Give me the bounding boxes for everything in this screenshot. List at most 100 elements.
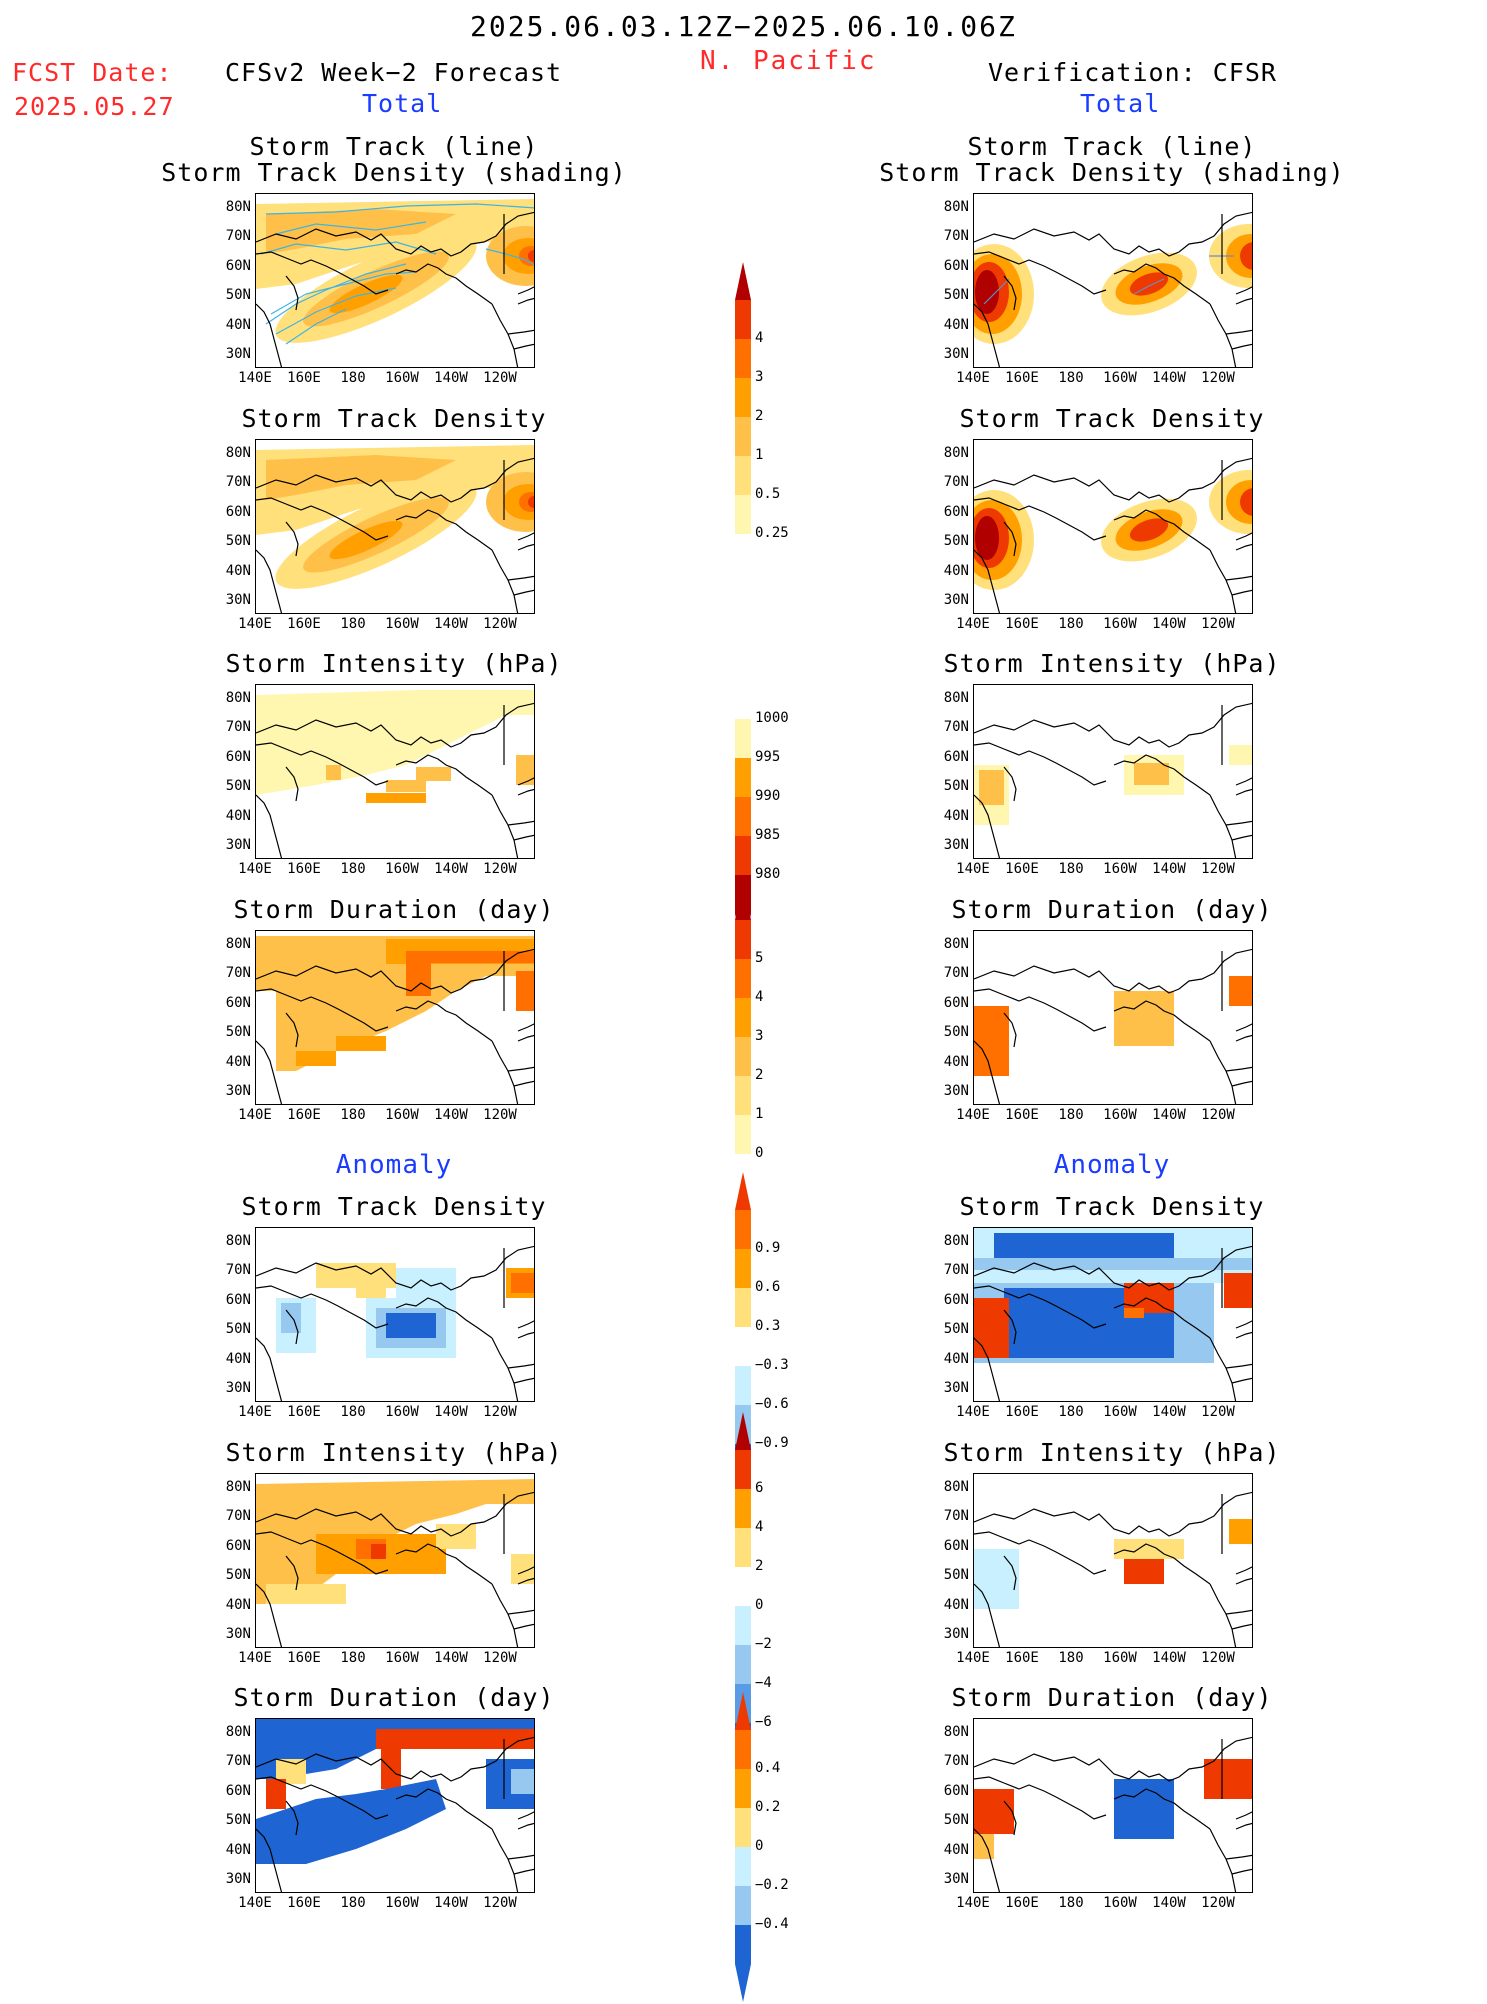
colorbar-label: 1000	[755, 710, 789, 726]
y-tick-label: 70N	[943, 965, 969, 982]
shading-block	[356, 1278, 386, 1298]
coastline	[974, 988, 1107, 1032]
x-tick-label: 120W	[483, 616, 517, 632]
x-tick-label: 120W	[1201, 1895, 1235, 1911]
coastline	[256, 1040, 283, 1104]
colorbar-swatch	[735, 1528, 751, 1567]
right-anomaly-label: Anomaly	[1053, 1150, 1171, 1180]
coastline	[974, 742, 1107, 786]
x-tick-label: 180	[1058, 1895, 1084, 1911]
left-p1-title-b: Storm Track Density (shading)	[161, 158, 627, 187]
y-tick-label: 80N	[943, 690, 969, 706]
y-tick-label: 60N	[225, 1537, 251, 1554]
x-tick-label: 140W	[434, 370, 468, 386]
y-tick-label: 30N	[225, 1871, 251, 1887]
shading-block	[511, 1769, 534, 1794]
coastline	[974, 1285, 1107, 1329]
colorbar-swatch	[735, 417, 751, 456]
storm-track-line	[265, 203, 534, 215]
y-tick-label: 70N	[943, 719, 969, 736]
x-tick-label: 140W	[1152, 1650, 1186, 1666]
coastline	[1225, 329, 1252, 335]
coastline	[1113, 1297, 1211, 1339]
y-tick-label: 70N	[225, 1262, 251, 1279]
colorbar-swatch	[735, 300, 751, 339]
coastline	[1235, 1822, 1252, 1830]
x-tick-label: 160E	[1005, 1650, 1039, 1666]
coastline	[507, 329, 534, 335]
colorbar-label: 1	[755, 447, 764, 463]
colorbar-swatch	[735, 1606, 751, 1645]
coastline	[1235, 532, 1252, 541]
y-tick-label: 60N	[225, 994, 251, 1011]
x-tick-label: 140W	[434, 1650, 468, 1666]
colorbar-swatch	[735, 1115, 751, 1154]
colorbar-label: 2	[755, 1558, 764, 1574]
coastline	[1209, 794, 1237, 858]
coastline	[256, 702, 534, 748]
coastline	[1225, 1066, 1252, 1072]
left-p5-title: Storm Track Density	[241, 1192, 547, 1221]
coastline	[1225, 1363, 1252, 1369]
right-p7-title: Storm Duration (day)	[951, 1683, 1273, 1712]
colorbar-swatch	[735, 680, 751, 719]
x-tick-label: 140W	[1152, 616, 1186, 632]
coastline	[974, 303, 1001, 367]
colorbar-label: −0.4	[755, 1916, 789, 1932]
coastline	[256, 742, 389, 786]
coastline	[1231, 1868, 1252, 1875]
y-tick-label: 80N	[943, 1724, 969, 1740]
colorbar-swatch	[735, 1210, 751, 1249]
y-tick-label: 30N	[943, 1871, 969, 1887]
colorbar-label: −4	[755, 1675, 772, 1691]
x-tick-label: 140E	[238, 1404, 272, 1420]
coastline	[1225, 1854, 1252, 1860]
colorbar-label: 0	[755, 1145, 764, 1161]
y-tick-label: 50N	[943, 287, 969, 304]
shading-block	[436, 1524, 476, 1549]
shading-area	[528, 496, 534, 508]
map-panel-r1	[973, 193, 1253, 368]
y-tick-label: 70N	[943, 1262, 969, 1279]
shading-block	[281, 1303, 301, 1333]
colorbar-label: 4	[755, 1519, 764, 1535]
right-p4-title: Storm Duration (day)	[951, 895, 1273, 924]
y-tick-label: 70N	[225, 965, 251, 982]
colorbar-swatch	[735, 959, 751, 998]
x-tick-label: 140W	[434, 1107, 468, 1123]
shading-block	[386, 780, 426, 792]
colorbar-label: 1	[755, 1106, 764, 1122]
storm-track-line	[1133, 278, 1165, 295]
x-tick-label: 160E	[287, 1107, 321, 1123]
coastline	[974, 1736, 1252, 1782]
x-tick-label: 160W	[385, 370, 419, 386]
coastline	[256, 497, 389, 541]
x-tick-label: 120W	[483, 1650, 517, 1666]
y-tick-label: 30N	[225, 1626, 251, 1642]
coastline	[517, 1023, 534, 1032]
coastline	[395, 754, 493, 796]
x-tick-label: 160W	[385, 1895, 419, 1911]
colorbar-density-total	[735, 262, 751, 611]
coastline	[517, 286, 534, 295]
coastline	[395, 509, 493, 551]
colorbar-label: 2	[755, 1067, 764, 1083]
y-tick-label: 80N	[225, 445, 251, 461]
coastline	[1003, 1555, 1017, 1591]
storm-track-line	[270, 271, 417, 315]
colorbar-label: 4	[755, 989, 764, 1005]
fcst-date-label: FCST Date:	[12, 58, 173, 87]
left-p1-title-a: Storm Track (line)	[249, 132, 539, 161]
coastline	[1235, 777, 1252, 786]
coastline	[1003, 1800, 1017, 1836]
coastline	[285, 275, 299, 311]
coastline	[256, 1337, 283, 1401]
map-panel-r2	[973, 439, 1253, 614]
coastline	[974, 1583, 1001, 1647]
shading-area	[528, 250, 534, 262]
coastline	[517, 1034, 534, 1042]
shading-block	[979, 770, 1004, 805]
shading-block	[406, 951, 534, 963]
y-tick-label: 30N	[943, 837, 969, 853]
y-tick-label: 60N	[225, 1291, 251, 1308]
